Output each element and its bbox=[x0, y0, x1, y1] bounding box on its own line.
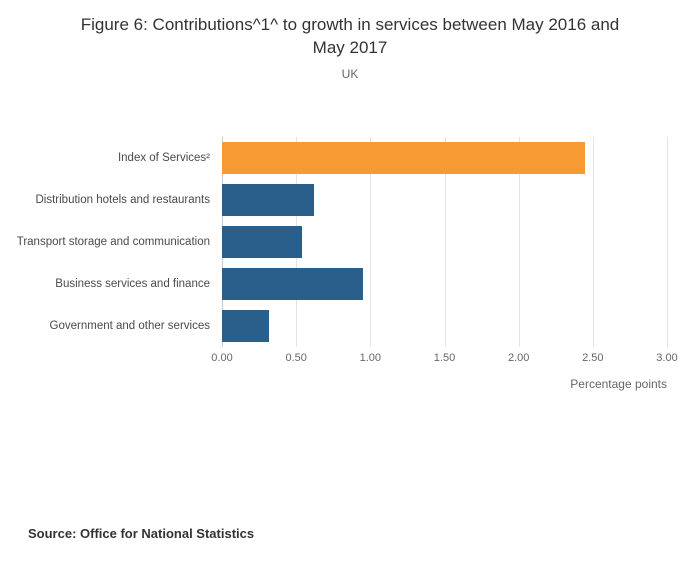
bar-row bbox=[222, 137, 667, 179]
x-tick-label: 1.50 bbox=[433, 351, 456, 364]
chart-body: Index of Services² Distribution hotels an… bbox=[0, 136, 700, 347]
x-axis-label: Percentage points bbox=[570, 376, 667, 391]
x-tick-label: 0.50 bbox=[285, 351, 307, 364]
plot-area bbox=[222, 136, 668, 347]
x-tick-label: 3.00 bbox=[656, 351, 678, 364]
bar-row bbox=[222, 263, 667, 305]
gridline bbox=[592, 136, 594, 347]
x-tick-label: 2.00 bbox=[507, 351, 530, 364]
chart-subtitle: UK bbox=[341, 66, 359, 81]
category-labels: Index of Services² Distribution hotels an… bbox=[0, 137, 222, 347]
chart-title-line2: May 2017 bbox=[312, 37, 388, 57]
chart-title-line1: Figure 6: Contributions^1^ to growth in … bbox=[80, 15, 620, 34]
category-label: Business services and finance bbox=[55, 277, 210, 290]
x-axis-ticks: 0.00 0.50 1.00 1.50 2.00 2.50 3.00 bbox=[211, 347, 677, 365]
bar-row bbox=[222, 221, 667, 263]
bar-row bbox=[222, 179, 667, 221]
bar[interactable] bbox=[222, 309, 270, 342]
bar-chart: Index of Services² Distribution hotels an… bbox=[0, 136, 700, 391]
x-tick-label: 1.00 bbox=[359, 351, 382, 364]
source-text: Source: Office for National Statistics bbox=[28, 526, 255, 541]
x-tick-label: 0.00 bbox=[211, 351, 233, 364]
gridline bbox=[444, 136, 446, 347]
x-tick-label: 2.50 bbox=[582, 351, 604, 364]
bar-row bbox=[222, 305, 667, 347]
gridline bbox=[370, 136, 372, 347]
bar[interactable] bbox=[222, 141, 586, 174]
category-label: Index of Services² bbox=[117, 151, 210, 164]
chart-title: Figure 6: Contributions^1^ to growth in … bbox=[0, 14, 700, 60]
category-label: Transport storage and communication bbox=[16, 235, 210, 248]
bars-container bbox=[222, 137, 667, 347]
bar[interactable] bbox=[222, 267, 363, 300]
category-label: Government and other services bbox=[49, 319, 210, 332]
bar[interactable] bbox=[222, 225, 303, 258]
gridline bbox=[667, 136, 668, 347]
bar[interactable] bbox=[222, 183, 314, 216]
gridline bbox=[518, 136, 520, 347]
category-label: Distribution hotels and restaurants bbox=[35, 193, 210, 206]
